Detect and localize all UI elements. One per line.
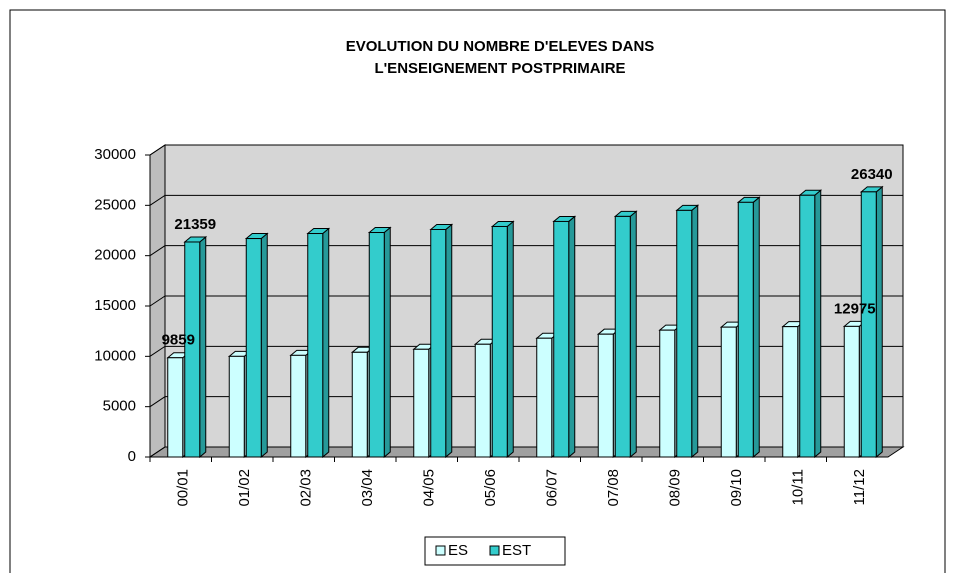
y-tick-label: 30000 xyxy=(94,146,136,163)
bar-side xyxy=(506,220,514,459)
bar xyxy=(737,201,754,458)
legend-swatch xyxy=(489,545,500,556)
bar-side xyxy=(445,223,453,459)
bar-side xyxy=(752,196,760,459)
grid-line xyxy=(149,194,903,206)
x-tick-label: 08/09 xyxy=(667,469,684,507)
bar xyxy=(228,355,245,458)
x-tick-label: 03/04 xyxy=(359,469,376,507)
grid-line xyxy=(149,396,903,408)
chart-title: EVOLUTION DU NOMBRE D'ELEVES DANS xyxy=(346,38,655,55)
bar xyxy=(676,209,693,458)
y-tick-label: 0 xyxy=(128,448,136,465)
x-tick-label: 10/11 xyxy=(790,469,807,505)
value-label: 26340 xyxy=(851,166,893,183)
bar xyxy=(597,333,614,458)
x-tick-label: 00/01 xyxy=(175,469,192,507)
y-tick-label: 5000 xyxy=(103,398,136,415)
grid-line xyxy=(149,345,903,357)
value-label: 12975 xyxy=(834,300,876,317)
bar xyxy=(843,325,860,458)
x-tick-label: 05/06 xyxy=(482,469,499,507)
bar-side xyxy=(322,227,330,459)
legend-swatch xyxy=(435,545,446,556)
y-tick-label: 10000 xyxy=(94,347,136,364)
value-label: 21359 xyxy=(174,216,216,233)
bar xyxy=(659,329,676,458)
y-tick-label: 20000 xyxy=(94,247,136,264)
bar xyxy=(860,191,877,458)
grid-line xyxy=(149,295,903,307)
bar xyxy=(290,354,307,458)
legend-label: ES xyxy=(448,542,468,559)
bar-side xyxy=(875,185,883,459)
x-tick-label: 09/10 xyxy=(728,469,745,507)
bar xyxy=(368,232,385,458)
x-tick-label: 04/05 xyxy=(421,469,438,507)
bar xyxy=(413,348,430,458)
bar-side xyxy=(199,235,207,459)
bar xyxy=(245,238,262,458)
value-label: 9859 xyxy=(162,332,195,349)
x-tick-label: 02/03 xyxy=(298,469,315,507)
grid-line xyxy=(149,245,903,257)
grid-line xyxy=(149,144,903,156)
bar xyxy=(553,220,570,458)
bar xyxy=(782,326,799,458)
bar-side xyxy=(691,204,699,459)
bar-side xyxy=(383,226,391,459)
y-tick-label: 25000 xyxy=(94,196,136,213)
bar xyxy=(614,215,631,458)
bar xyxy=(799,194,816,458)
grid-line xyxy=(149,446,903,458)
x-tick-label: 11/12 xyxy=(851,469,868,505)
bar xyxy=(167,357,184,458)
bar xyxy=(491,225,508,458)
y-tick-label: 15000 xyxy=(94,297,136,314)
bar xyxy=(351,351,368,458)
x-tick-label: 06/07 xyxy=(544,469,561,507)
bar-side xyxy=(568,215,576,459)
x-tick-label: 07/08 xyxy=(605,469,622,507)
bar-side xyxy=(629,210,637,459)
bar xyxy=(184,241,201,458)
bar-side xyxy=(260,232,268,459)
chart-frame xyxy=(9,9,946,573)
x-tick-label: 01/02 xyxy=(236,469,253,507)
legend-label: EST xyxy=(502,542,531,559)
bar xyxy=(536,337,553,458)
bar-side xyxy=(814,189,822,459)
bar xyxy=(720,326,737,458)
chart-title: L'ENSEIGNEMENT POSTPRIMAIRE xyxy=(374,60,625,77)
bar xyxy=(474,343,491,458)
bar xyxy=(430,228,447,458)
bar xyxy=(307,233,324,458)
